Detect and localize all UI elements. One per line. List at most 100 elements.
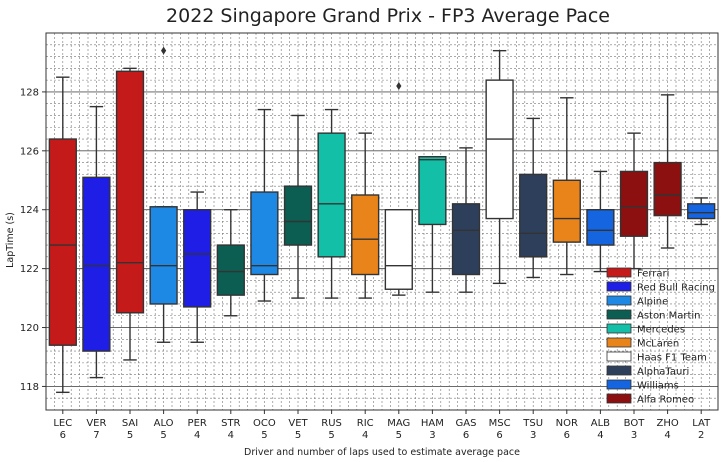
box-iqr	[485, 79, 514, 220]
box-lat	[687, 197, 716, 226]
legend-swatch	[606, 309, 632, 320]
x-tick-laps: 4	[194, 430, 200, 441]
box-iqr	[451, 203, 481, 276]
box-iqr	[283, 185, 313, 246]
x-tick-label: ALO	[154, 418, 174, 429]
x-tick-laps: 3	[530, 430, 536, 441]
box-iqr	[317, 132, 346, 258]
legend-swatch	[606, 365, 632, 376]
legend-label: Ferrari	[637, 269, 669, 280]
box-bot	[619, 132, 649, 270]
x-tick-label: OCO	[253, 418, 276, 429]
legend-label: Alfa Romeo	[637, 395, 694, 406]
box-iqr	[48, 138, 77, 346]
box-ham	[418, 156, 447, 293]
y-axis-ticks: 118 120 122 124 126 128	[20, 87, 46, 393]
x-tick-laps: 2	[698, 430, 704, 441]
x-tick-label: LAT	[692, 418, 711, 429]
legend-swatch	[606, 267, 632, 278]
legend: Ferrari Red Bull Racing Alpine Aston Martin…	[606, 267, 715, 406]
legend-label: Williams	[637, 381, 679, 392]
box-iqr	[216, 244, 245, 296]
x-tick-laps: 6	[463, 430, 469, 441]
outlier-point	[161, 46, 167, 55]
x-tick-label: BOT	[624, 418, 646, 429]
box-per	[183, 191, 212, 343]
box-iqr	[519, 173, 548, 258]
y-axis-label: LapTime (s)	[5, 212, 16, 268]
legend-label: Red Bull Racing	[637, 283, 715, 294]
box-gas	[451, 147, 481, 293]
box-iqr	[586, 209, 615, 246]
box-ver	[82, 105, 111, 379]
x-tick-label: GAS	[456, 418, 477, 429]
x-tick-label: MAG	[387, 418, 410, 429]
y-tick-label: 118	[20, 382, 39, 393]
box-alo	[149, 46, 178, 343]
x-tick-laps: 4	[228, 430, 234, 441]
box-iqr	[149, 206, 178, 305]
box-nor	[552, 97, 581, 276]
x-tick-laps: 4	[362, 430, 368, 441]
box-msc	[485, 49, 514, 285]
box-mag	[384, 82, 413, 296]
legend-swatch	[606, 379, 632, 390]
x-tick-laps: 3	[429, 430, 435, 441]
x-tick-label: ALB	[591, 418, 610, 429]
box-iqr	[351, 194, 380, 276]
x-tick-laps: 5	[295, 430, 301, 441]
x-tick-label: MSC	[489, 418, 511, 429]
x-tick-laps: 5	[261, 430, 267, 441]
legend-label: Haas F1 Team	[637, 353, 707, 364]
box-iqr	[250, 191, 279, 276]
x-tick-laps: 5	[396, 430, 402, 441]
box-sai	[115, 67, 145, 361]
legend-label: Mercedes	[637, 325, 685, 336]
x-tick-label: PER	[188, 418, 207, 429]
legend-label: Alpine	[637, 297, 668, 308]
x-tick-laps: 6	[564, 430, 570, 441]
y-tick-label: 124	[20, 205, 39, 216]
legend-swatch	[606, 323, 632, 334]
x-tick-label: LEC	[53, 418, 72, 429]
legend-swatch	[606, 295, 632, 306]
legend-swatch	[606, 351, 632, 362]
legend-swatch	[606, 393, 632, 404]
x-tick-laps: 5	[127, 430, 133, 441]
box-rus	[317, 108, 346, 299]
x-tick-laps: 7	[93, 430, 99, 441]
x-tick-laps: 6	[496, 430, 502, 441]
x-tick-label: HAM	[421, 418, 444, 429]
box-iqr	[183, 209, 212, 308]
x-tick-label: RUS	[321, 418, 342, 429]
y-tick-label: 122	[20, 264, 39, 275]
legend-swatch	[606, 281, 632, 292]
box-vet	[283, 114, 313, 299]
x-tick-laps: 4	[597, 430, 603, 441]
x-tick-label: TSU	[522, 418, 543, 429]
outlier-point	[396, 82, 402, 91]
y-tick-label: 128	[20, 87, 39, 98]
x-tick-label: STR	[221, 418, 240, 429]
box-iqr	[552, 179, 581, 243]
x-tick-label: RIC	[357, 418, 374, 429]
box-iqr	[653, 161, 682, 217]
box-iqr	[418, 156, 447, 226]
x-tick-label: NOR	[556, 418, 578, 429]
box-iqr	[687, 203, 716, 220]
y-tick-label: 120	[20, 323, 39, 334]
x-tick-laps: 5	[328, 430, 334, 441]
boxes	[48, 46, 716, 394]
legend-swatch	[606, 337, 632, 348]
box-str	[216, 209, 245, 317]
legend-label: McLaren	[637, 339, 679, 350]
box-iqr	[384, 209, 413, 290]
x-tick-laps: 5	[160, 430, 166, 441]
x-tick-laps: 3	[631, 430, 637, 441]
x-axis-label: Driver and number of laps used to estima…	[244, 447, 520, 458]
box-alb	[586, 170, 615, 273]
box-tsu	[519, 117, 548, 279]
box-iqr	[82, 176, 111, 352]
x-tick-label: SAI	[122, 418, 138, 429]
